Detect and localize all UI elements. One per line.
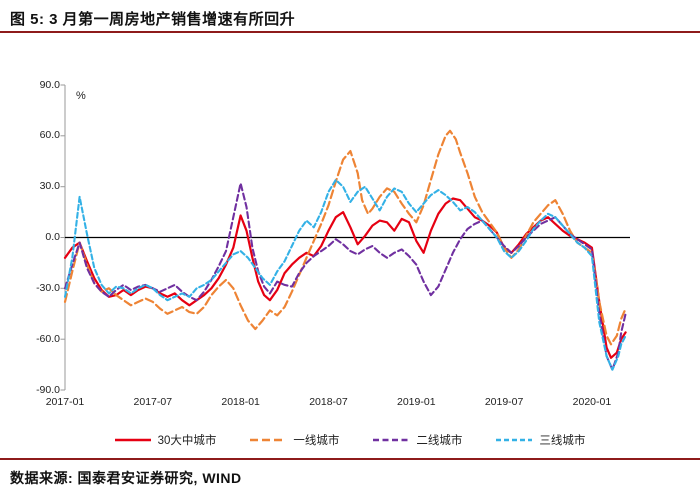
x-tick-label: 2019-07 xyxy=(484,396,524,408)
x-tick-label: 2018-01 xyxy=(221,396,260,408)
legend-line-sample-tier1 xyxy=(250,438,287,442)
legend-label-tier1: 一线城市 xyxy=(293,435,340,447)
legend-line-sample-tier3 xyxy=(496,438,533,442)
legend-line-sample-tier2 xyxy=(373,438,410,442)
figure-title: 图 5: 3 月第一周房地产销售增速有所回升 xyxy=(10,11,296,28)
y-tick-label: -30.0 xyxy=(36,281,60,294)
line-chart-plot-area xyxy=(60,84,630,391)
y-tick-label: 60.0 xyxy=(39,129,60,142)
y-tick-label: 90.0 xyxy=(39,78,60,91)
legend-item-tier2: 二线城市 xyxy=(373,432,462,448)
x-tick-label: 2019-01 xyxy=(397,396,436,408)
line-chart-svg xyxy=(60,84,630,391)
x-tick-label: 2017-07 xyxy=(133,396,173,408)
y-tick-label: -60.0 xyxy=(36,332,60,345)
y-tick-label: 30.0 xyxy=(39,180,60,193)
y-axis-unit-label: % xyxy=(76,90,86,102)
legend-label-tier2: 二线城市 xyxy=(416,435,463,447)
series-line-tier2 xyxy=(63,182,627,371)
chart-legend: 30大中城市 一线城市 二线城市 三线城市 xyxy=(0,432,700,448)
legend-line-sample-30-cities xyxy=(114,438,151,442)
x-tick-label: 2017-01 xyxy=(45,396,85,408)
legend-item-tier1: 一线城市 xyxy=(250,432,339,448)
data-source: 数据来源: 国泰君安证券研究, WIND xyxy=(10,470,242,486)
footer-divider xyxy=(0,458,700,460)
x-tick-label: 2020-01 xyxy=(572,396,612,408)
header-divider xyxy=(0,31,700,33)
y-tick-label: -90.0 xyxy=(36,383,60,396)
legend-label-tier3: 三线城市 xyxy=(539,435,586,447)
series-line-tier3 xyxy=(63,178,627,371)
series-line-tier1 xyxy=(63,129,627,346)
legend-item-30-cities: 30大中城市 xyxy=(114,432,217,448)
y-tick-label: 0.0 xyxy=(45,231,60,243)
legend-item-tier3: 三线城市 xyxy=(496,432,585,448)
x-tick-label: 2018-07 xyxy=(309,396,348,408)
legend-label-30-cities: 30大中城市 xyxy=(157,435,217,447)
